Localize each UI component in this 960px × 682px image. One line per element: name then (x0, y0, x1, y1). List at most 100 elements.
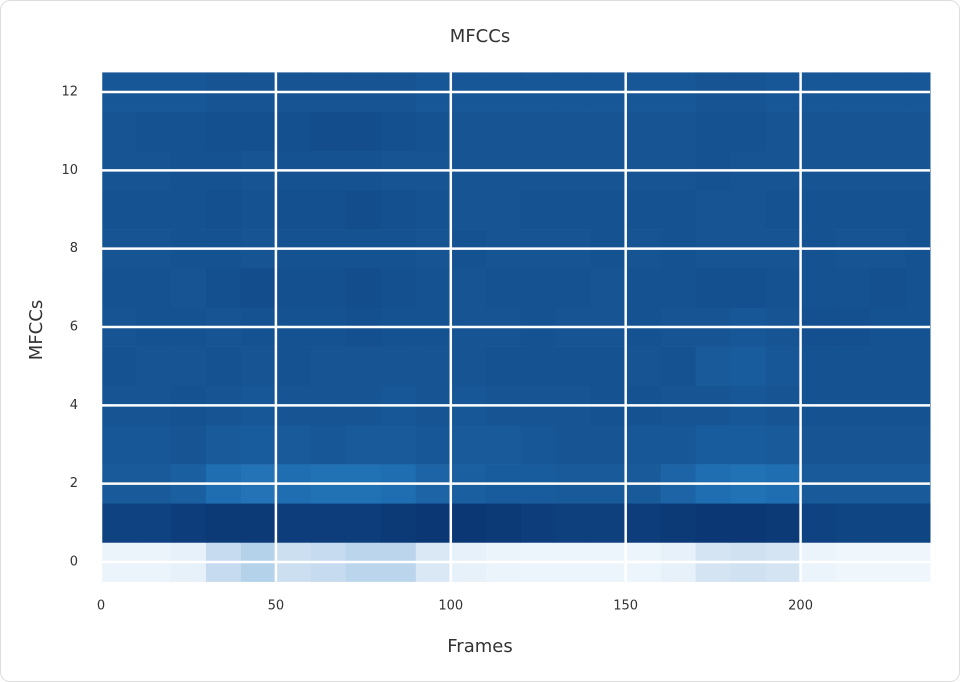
heatmap-cell (660, 268, 697, 308)
heatmap-cell (205, 346, 242, 387)
heatmap-cell (660, 503, 697, 543)
heatmap-cell (380, 424, 417, 465)
heatmap-cell (835, 503, 872, 543)
heatmap-cell (275, 346, 312, 387)
heatmap-cell (555, 268, 592, 308)
heatmap-cell (415, 424, 452, 465)
x-tick-label: 50 (268, 599, 285, 614)
heatmap-cell (870, 424, 907, 465)
heatmap-cell (590, 346, 627, 387)
heatmap-cell (275, 503, 312, 543)
heatmap-cell (800, 503, 837, 543)
heatmap-cell (730, 424, 767, 465)
heatmap-cell (415, 503, 452, 543)
heatmap-cell (800, 111, 837, 152)
heatmap-cell (555, 346, 592, 387)
heatmap-cell (170, 346, 207, 387)
heatmap-cell (765, 424, 802, 465)
heatmap-cell (695, 424, 732, 465)
y-tick-label: 0 (70, 555, 78, 570)
y-tick-label: 6 (70, 320, 78, 335)
heatmap-cell (101, 346, 137, 387)
heatmap-cell (275, 268, 312, 308)
heatmap-cell (590, 111, 627, 152)
heatmap-cell (590, 268, 627, 308)
heatmap-cell (590, 424, 627, 465)
heatmap-cell (905, 189, 931, 230)
heatmap-cell (101, 424, 137, 465)
heatmap-cell (240, 268, 277, 308)
heatmap-cell (625, 503, 662, 543)
heatmap-cell (625, 424, 662, 465)
heatmap-cell (345, 503, 382, 543)
heatmap-cell (240, 503, 277, 543)
heatmap-cell (170, 189, 207, 230)
heatmap-cell (205, 424, 242, 465)
heatmap-cell (101, 268, 137, 308)
heatmap-cell (101, 503, 137, 543)
heatmap-cell (275, 424, 312, 465)
heatmap-cell (660, 111, 697, 152)
heatmap-cell (380, 111, 417, 152)
heatmap-cell (905, 503, 931, 543)
y-tick-label: 10 (61, 163, 78, 178)
heatmap-cell (170, 268, 207, 308)
heatmap-cell (485, 189, 522, 230)
heatmap-cell (730, 503, 767, 543)
heatmap-cell (520, 189, 557, 230)
y-tick-label: 4 (70, 398, 78, 413)
heatmap-cell (275, 111, 312, 152)
heatmap-cell (800, 268, 837, 308)
heatmap-cell (135, 346, 172, 387)
heatmap-cell (835, 346, 872, 387)
heatmap-cell (170, 503, 207, 543)
heatmap-cell (695, 189, 732, 230)
y-tick-label: 8 (70, 241, 78, 256)
heatmap-cell (205, 189, 242, 230)
heatmap-cell (345, 189, 382, 230)
heatmap-cell (765, 189, 802, 230)
x-tick-label: 150 (613, 599, 638, 614)
heatmap-cell (205, 111, 242, 152)
heatmap-cell (345, 111, 382, 152)
heatmap-cell (135, 424, 172, 465)
heatmap-cell (800, 424, 837, 465)
heatmap-cell (695, 111, 732, 152)
heatmap-cell (485, 268, 522, 308)
heatmap-cell (135, 189, 172, 230)
heatmap-cell (695, 268, 732, 308)
heatmap-cell (695, 503, 732, 543)
heatmap-cell (520, 111, 557, 152)
heatmap-cell (450, 424, 487, 465)
heatmap-cell (345, 268, 382, 308)
heatmap-cell (380, 189, 417, 230)
heatmap-cell (205, 268, 242, 308)
heatmap-cell (345, 424, 382, 465)
heatmap-cell (450, 346, 487, 387)
heatmap-cell (835, 268, 872, 308)
y-tick-label: 12 (61, 84, 78, 99)
x-axis-label: Frames (447, 636, 512, 657)
heatmap-cell (520, 503, 557, 543)
heatmap-cell (730, 189, 767, 230)
heatmap-cell (240, 424, 277, 465)
heatmap-cell (870, 346, 907, 387)
heatmap-cell (135, 268, 172, 308)
heatmap-cell (835, 424, 872, 465)
heatmap-cell (310, 268, 347, 308)
heatmap-cell (240, 111, 277, 152)
heatmap-cell (240, 346, 277, 387)
heatmap-cell (870, 111, 907, 152)
heatmap-cell (800, 346, 837, 387)
heatmap-cell (765, 346, 802, 387)
heatmap-cell (660, 189, 697, 230)
heatmap-cell (135, 111, 172, 152)
heatmap-cell (415, 189, 452, 230)
heatmap-cell (310, 111, 347, 152)
heatmap-cell (555, 189, 592, 230)
heatmap-cell (835, 111, 872, 152)
heatmap-cell (555, 424, 592, 465)
heatmap-cell (520, 268, 557, 308)
heatmap-cell (870, 503, 907, 543)
heatmap-cell (101, 111, 137, 152)
